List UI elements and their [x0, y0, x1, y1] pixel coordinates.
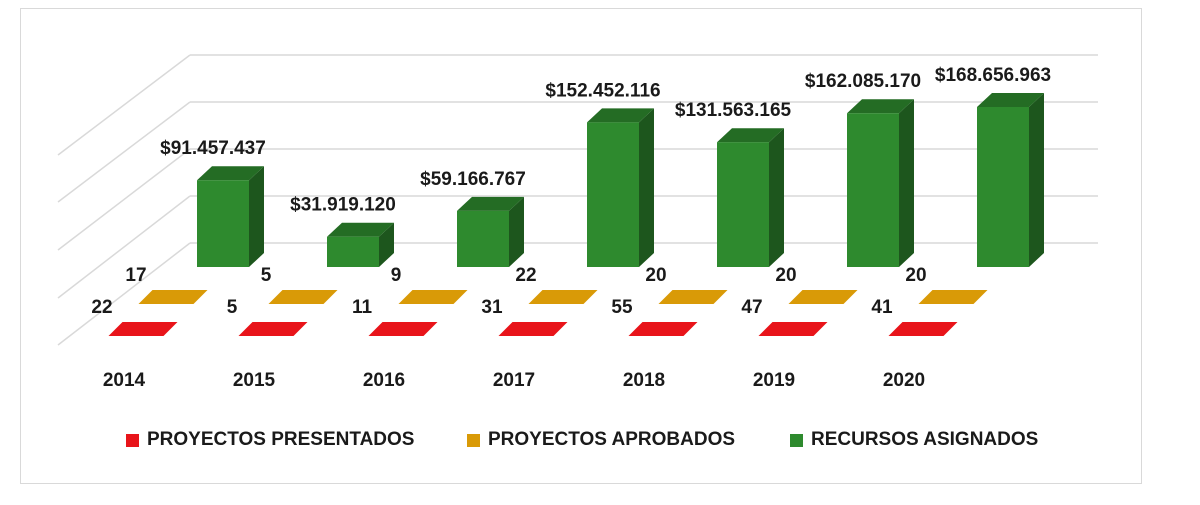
data-label-aprobados: 5	[261, 265, 272, 286]
gridline-side	[57, 101, 191, 203]
bar-presentados	[498, 322, 568, 336]
x-tick-label: 2014	[103, 370, 146, 391]
bar-aprobados	[918, 290, 988, 304]
bar-recursos-top	[197, 166, 264, 181]
data-label-recursos: $31.919.120	[290, 195, 396, 216]
x-tick-label: 2018	[623, 370, 665, 391]
bar-recursos	[327, 236, 379, 267]
data-label-presentados: 11	[352, 297, 373, 318]
data-label-aprobados: 17	[125, 265, 146, 286]
bar-presentados	[368, 322, 438, 336]
bar-aprobados	[138, 290, 208, 304]
bar-recursos-side	[899, 99, 914, 268]
legend-label-presentados: PROYECTOS PRESENTADOS	[147, 429, 415, 450]
data-label-presentados: 47	[741, 297, 762, 318]
data-label-recursos: $91.457.437	[160, 138, 266, 159]
bar-recursos-side	[769, 128, 784, 267]
x-tick-label: 2020	[883, 370, 925, 391]
data-label-recursos: $131.563.165	[675, 100, 792, 121]
bar-recursos-side	[249, 166, 264, 267]
bar-recursos-side	[639, 108, 654, 267]
legend: PROYECTOS PRESENTADOS PROYECTOS APROBADO…	[0, 425, 1200, 455]
bar-presentados	[108, 322, 178, 336]
data-label-recursos: $162.085.170	[805, 71, 921, 92]
x-tick-label: 2016	[363, 370, 405, 391]
bar-recursos-top	[717, 128, 784, 143]
bar-recursos	[717, 142, 769, 267]
data-label-aprobados: 20	[645, 265, 666, 286]
x-tick-label: 2017	[493, 370, 535, 391]
legend-swatch-recursos	[790, 433, 803, 447]
bar-aprobados	[658, 290, 728, 304]
bar-recursos	[197, 180, 249, 267]
legend-label-aprobados: PROYECTOS APROBADOS	[488, 429, 736, 450]
bar-aprobados	[788, 290, 858, 304]
legend-item-presentados: PROYECTOS PRESENTADOS	[126, 425, 414, 455]
legend-swatch-presentados	[126, 433, 139, 447]
bar-presentados	[888, 322, 958, 336]
bar-recursos-top	[847, 99, 914, 114]
gridline-side	[57, 54, 191, 156]
gridline-side	[57, 195, 191, 299]
gridline-side	[57, 242, 191, 346]
legend-item-recursos: RECURSOS ASIGNADOS	[790, 425, 1038, 455]
bar-recursos-top	[457, 196, 524, 211]
data-label-presentados: 31	[481, 297, 503, 318]
data-label-aprobados: 20	[775, 265, 796, 286]
bar-recursos	[587, 122, 639, 267]
bar-recursos-side	[509, 196, 524, 267]
data-label-presentados: 22	[91, 297, 112, 318]
legend-label-recursos: RECURSOS ASIGNADOS	[811, 429, 1039, 450]
data-label-presentados: 5	[227, 297, 238, 318]
data-label-recursos: $59.166.767	[420, 169, 526, 190]
data-label-aprobados: 20	[905, 265, 926, 286]
data-label-aprobados: 9	[391, 265, 402, 286]
legend-item-aprobados: PROYECTOS APROBADOS	[467, 425, 735, 455]
bar-presentados	[758, 322, 828, 336]
bar-aprobados	[398, 290, 468, 304]
bar-recursos-top	[977, 93, 1044, 107]
bar-presentados	[238, 322, 308, 336]
data-label-recursos: $168.656.963	[935, 65, 1051, 86]
bar-recursos-side	[1029, 93, 1044, 267]
gridline-side	[57, 148, 191, 251]
data-label-aprobados: 22	[515, 265, 536, 286]
bar-recursos	[457, 210, 509, 267]
data-label-presentados: 55	[611, 297, 633, 318]
bar-aprobados	[268, 290, 338, 304]
legend-swatch-aprobados	[467, 433, 480, 447]
data-label-recursos: $152.452.116	[545, 80, 660, 101]
bar-recursos-top	[327, 222, 394, 237]
bar-recursos-side	[379, 222, 394, 267]
x-tick-label: 2019	[753, 370, 795, 391]
bar-recursos-top	[587, 108, 654, 123]
bar-recursos	[977, 107, 1029, 267]
x-tick-label: 2015	[233, 370, 276, 391]
bar-recursos	[847, 113, 899, 268]
data-label-presentados: 41	[871, 297, 893, 318]
bar-aprobados	[528, 290, 598, 304]
bar-presentados	[628, 322, 698, 336]
